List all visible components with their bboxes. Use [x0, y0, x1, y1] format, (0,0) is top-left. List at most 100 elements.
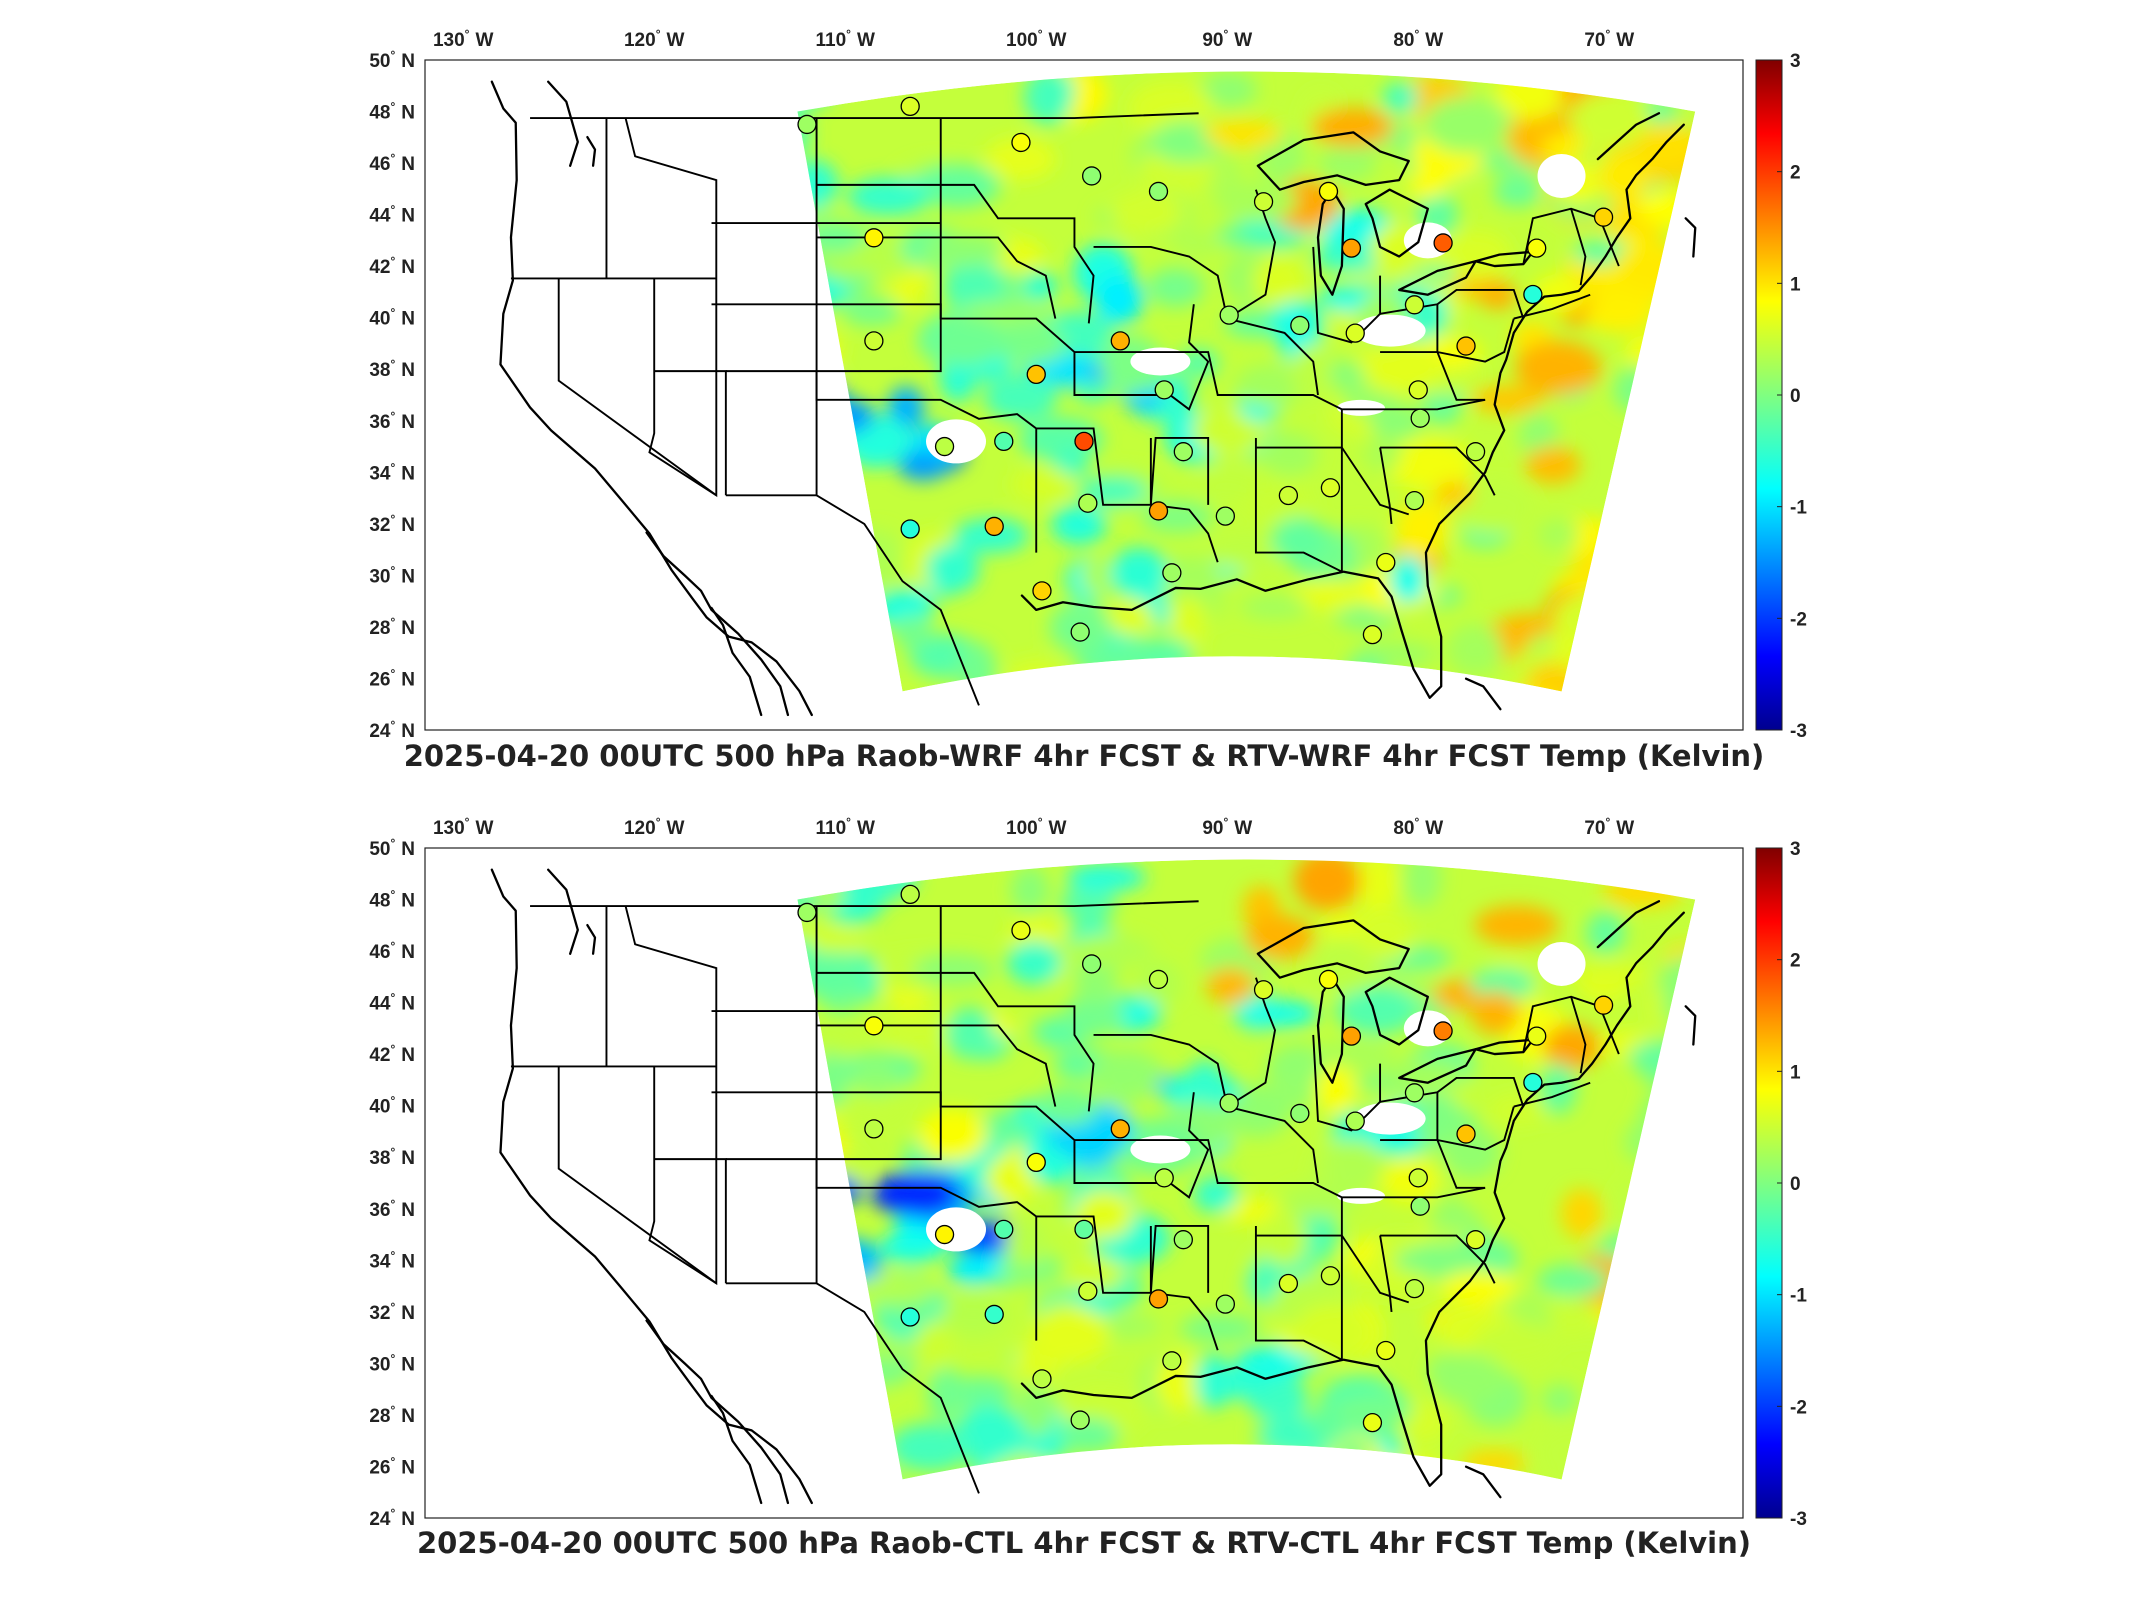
lat-tick-label: 48° N: [369, 888, 415, 912]
lat-tick-label: 28° N: [369, 1403, 415, 1427]
colorbar-tick-label: 2: [1790, 163, 1801, 184]
lon-tick-label: 120° W: [624, 27, 685, 51]
raob-station-marker: [1253, 192, 1274, 212]
raob-station-marker: [1011, 132, 1031, 153]
raob-station-marker: [1162, 563, 1182, 583]
raob-station-marker: [1362, 625, 1383, 645]
lat-tick-label: 26° N: [369, 1454, 415, 1478]
colorbar-tick-label: 3: [1790, 839, 1801, 860]
lat-tick-label: 46° N: [369, 939, 415, 963]
raob-station-marker: [1278, 1273, 1299, 1294]
raob-station-marker: [1523, 284, 1543, 305]
raob-stations: [797, 884, 1614, 1433]
colorbar-tick-label: 1: [1790, 1062, 1801, 1083]
colorbar-tick-label: -2: [1790, 1397, 1807, 1418]
raob-station-marker: [1456, 336, 1476, 356]
raob-station-marker: [934, 436, 955, 457]
raob-station-marker: [1341, 238, 1362, 258]
raob-station-marker: [1173, 442, 1193, 462]
lat-tick-label: 36° N: [369, 1197, 415, 1221]
raob-station-marker: [1290, 315, 1310, 336]
lat-tick-label: 48° N: [369, 100, 415, 124]
raob-station-marker: [797, 902, 817, 923]
lat-tick-label: 38° N: [369, 357, 415, 381]
colorbar-tick-label: 1: [1790, 274, 1801, 295]
raob-station-marker: [1318, 969, 1339, 990]
colorbar-tick-label: 0: [1790, 386, 1801, 407]
lon-tick-label: 100° W: [1006, 815, 1067, 839]
raob-station-marker: [1523, 1072, 1543, 1093]
raob-station-marker: [1154, 380, 1174, 400]
lon-tick-label: 90° W: [1202, 27, 1252, 51]
lat-tick-label: 34° N: [369, 1248, 415, 1272]
colorbar-tick-label: -1: [1790, 498, 1807, 519]
raob-station-marker: [1376, 1340, 1396, 1361]
raob-station-marker: [1345, 1111, 1365, 1131]
raob-stations: [797, 96, 1614, 645]
raob-station-marker: [864, 331, 884, 351]
lat-tick-label: 32° N: [369, 1300, 415, 1324]
raob-station-marker: [797, 114, 817, 135]
raob-station-marker: [900, 1307, 920, 1327]
colorbar-tick-label: 2: [1790, 951, 1801, 972]
raob-station-marker: [934, 1224, 955, 1245]
raob-station-marker: [900, 96, 920, 117]
raob-station-marker: [1219, 305, 1239, 325]
raob-station-marker: [1162, 1351, 1182, 1371]
raob-station-marker: [1410, 408, 1430, 428]
raob-station-marker: [1408, 380, 1428, 400]
raob-station-marker: [1074, 1219, 1094, 1240]
raob-station-marker: [1433, 233, 1453, 253]
colorbar-tick-label: 3: [1790, 51, 1801, 72]
colorbar-tick-label: -2: [1790, 609, 1807, 630]
lon-tick-label: 130° W: [433, 815, 494, 839]
colorbar-tick-label: -1: [1790, 1286, 1807, 1307]
lon-tick-label: 80° W: [1393, 27, 1443, 51]
raob-station-marker: [1253, 980, 1274, 1000]
raob-station-marker: [1215, 506, 1236, 526]
raob-station-marker: [1341, 1026, 1362, 1046]
raob-station-marker: [1215, 1294, 1236, 1314]
lat-tick-label: 46° N: [369, 151, 415, 175]
raob-station-marker: [1527, 238, 1547, 258]
lat-tick-label: 30° N: [369, 563, 415, 587]
raob-station-marker: [984, 1304, 1004, 1325]
raob-station-marker: [1026, 364, 1046, 385]
raob-station-marker: [864, 1119, 884, 1139]
raob-station-marker: [984, 516, 1004, 537]
lon-tick-label: 80° W: [1393, 815, 1443, 839]
lat-tick-label: 40° N: [369, 1094, 415, 1118]
lat-tick-label: 44° N: [369, 203, 415, 227]
raob-station-marker: [1081, 166, 1102, 186]
raob-station-marker: [1011, 920, 1031, 941]
colorbar-tick-label: -3: [1790, 721, 1807, 742]
lon-tick-label: 70° W: [1584, 815, 1634, 839]
raob-station-marker: [1320, 478, 1341, 498]
lat-tick-label: 34° N: [369, 460, 415, 484]
raob-station-marker: [1593, 995, 1614, 1015]
raob-station-marker: [900, 884, 920, 905]
panel-title: 2025-04-20 00UTC 500 hPa Raob-WRF 4hr FC…: [404, 739, 1765, 773]
raob-station-marker: [1593, 207, 1614, 227]
lat-tick-label: 50° N: [369, 836, 415, 860]
lat-tick-label: 42° N: [369, 1042, 415, 1066]
raob-station-marker: [1026, 1152, 1046, 1173]
lon-tick-label: 90° W: [1202, 815, 1252, 839]
raob-station-marker: [1219, 1093, 1239, 1113]
lat-tick-label: 28° N: [369, 615, 415, 639]
raob-station-marker: [1290, 1103, 1310, 1124]
raob-station-marker: [1110, 331, 1130, 351]
raob-station-marker: [1362, 1413, 1383, 1433]
raob-station-marker: [994, 1219, 1014, 1240]
colorbar-tick-label: 0: [1790, 1174, 1801, 1195]
raob-station-marker: [1404, 491, 1425, 511]
raob-station-marker: [1110, 1119, 1130, 1139]
raob-station-marker: [1148, 181, 1169, 202]
panel-bottom: 130° W 120° W 110° W 100° W 90° W 80° W 70° W 50° N 48° N…: [369, 815, 1807, 1560]
lat-tick-label: 42° N: [369, 254, 415, 278]
raob-station-marker: [1527, 1026, 1547, 1046]
lon-tick-label: 70° W: [1584, 27, 1634, 51]
lon-tick-label: 110° W: [816, 815, 875, 839]
raob-station-marker: [1078, 493, 1098, 513]
